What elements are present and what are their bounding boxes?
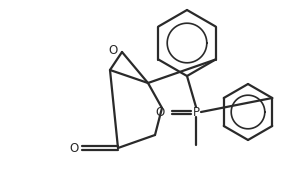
Text: P: P xyxy=(192,105,200,118)
Text: O: O xyxy=(69,142,79,154)
Text: O: O xyxy=(155,105,165,118)
Text: O: O xyxy=(108,43,118,57)
